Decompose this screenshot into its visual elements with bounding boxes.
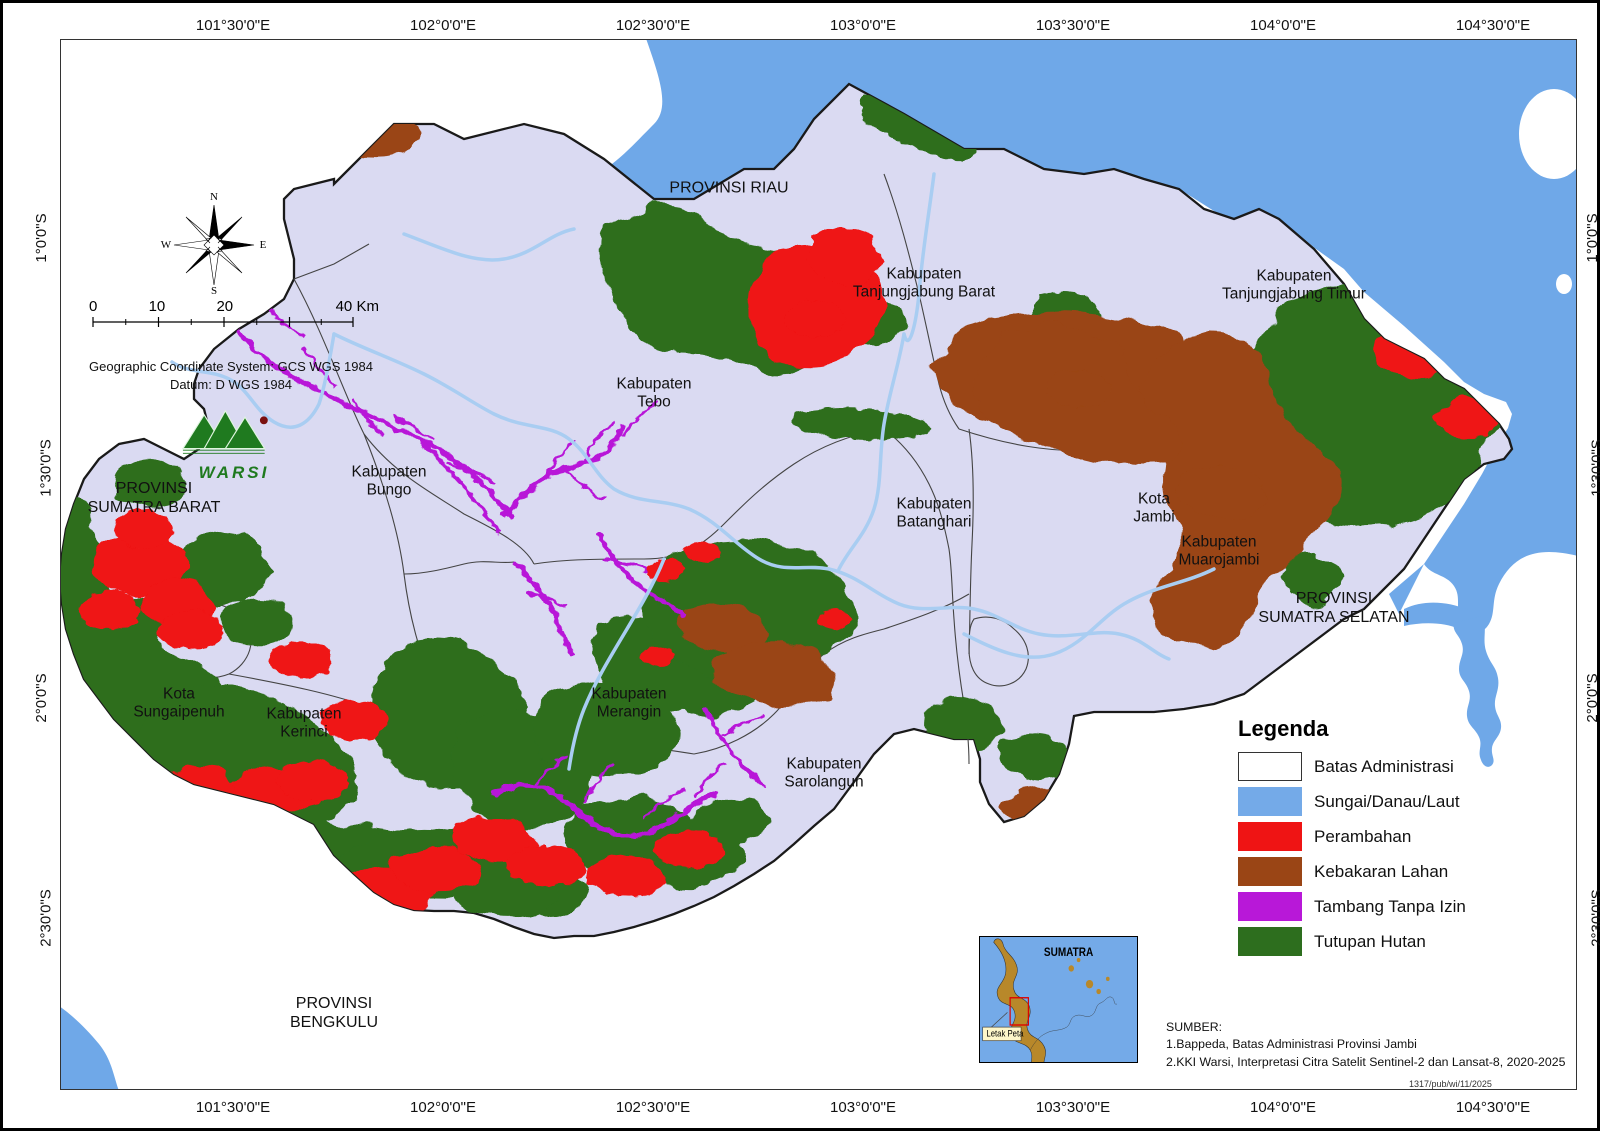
svg-text:SUMATRA: SUMATRA: [1044, 946, 1094, 959]
svg-text:E: E: [260, 239, 267, 251]
svg-text:S: S: [211, 285, 217, 297]
svg-text:Letak Peta: Letak Peta: [986, 1028, 1023, 1039]
svg-text:W: W: [161, 239, 172, 251]
svg-text:N: N: [210, 191, 218, 203]
